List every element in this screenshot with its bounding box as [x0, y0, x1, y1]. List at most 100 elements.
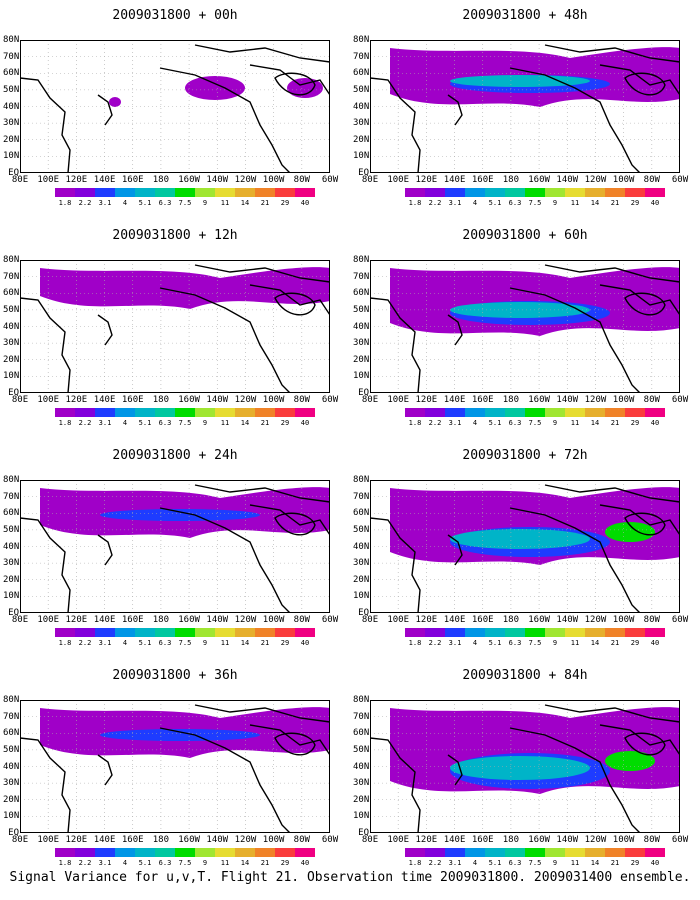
- colorbar-label: 6.3: [508, 859, 522, 867]
- colorbar-label: 6.3: [158, 419, 172, 427]
- colorbar-label: 14: [240, 639, 250, 647]
- colorbar-swatch: [215, 408, 235, 417]
- latitude-label: 10N: [3, 811, 20, 822]
- colorbar-label: 29: [630, 419, 640, 427]
- longitude-label: 100W: [612, 175, 635, 185]
- colorbar-label: 14: [590, 199, 600, 207]
- colorbar-label: 4: [472, 859, 478, 867]
- colorbar-label: 14: [240, 419, 250, 427]
- colorbar-label: 6.3: [508, 639, 522, 647]
- colorbar: [55, 848, 315, 857]
- latitude-label: 40N: [353, 541, 370, 552]
- colorbar-label: 5.1: [488, 639, 502, 647]
- latitude-label: 60N: [353, 728, 370, 739]
- colorbar-swatch: [585, 408, 605, 417]
- colorbar-label: 21: [260, 859, 270, 867]
- colorbar-swatch: [505, 848, 525, 857]
- colorbar-label: 3.1: [448, 199, 462, 207]
- colorbar-label: 40: [300, 639, 310, 647]
- longitude-label: 60W: [321, 835, 339, 845]
- colorbar-swatch: [115, 408, 135, 417]
- colorbar-swatch: [645, 848, 665, 857]
- longitude-label: 160E: [121, 615, 144, 625]
- colorbar-swatch: [465, 408, 485, 417]
- colorbar-swatch: [585, 848, 605, 857]
- colorbar-swatch: [135, 188, 155, 197]
- panel-title: 2009031800 + 48h: [462, 8, 588, 23]
- colorbar-label: 29: [280, 639, 290, 647]
- colorbar-label: 7.5: [528, 419, 542, 427]
- colorbar-label: 1.8: [408, 199, 422, 207]
- colorbar-label: 2.2: [428, 419, 442, 427]
- longitude-label: 160E: [121, 175, 144, 185]
- latitude-label: 20N: [3, 794, 20, 805]
- longitude-label: 80W: [293, 175, 310, 185]
- colorbar-label: 21: [610, 639, 620, 647]
- longitude-label: 180: [152, 175, 170, 185]
- latitude-label: EQ: [358, 828, 369, 838]
- longitude-label: 100E: [37, 835, 60, 845]
- longitude-label: 120W: [234, 835, 257, 845]
- colorbar-swatch: [565, 628, 585, 637]
- colorbar-swatch: [605, 628, 625, 637]
- latitude-label: 20N: [3, 354, 20, 365]
- colorbar: [405, 628, 665, 637]
- colorbar-label: 29: [280, 859, 290, 867]
- colorbar-swatch: [255, 848, 275, 857]
- longitude-label: 100W: [612, 395, 635, 405]
- longitude-label: 120E: [65, 835, 88, 845]
- panel-title: 2009031800 + 24h: [112, 448, 238, 463]
- colorbar-label: 11: [220, 419, 230, 427]
- longitude-label: 80E: [11, 175, 29, 185]
- latitude-label: 10N: [353, 151, 370, 162]
- longitude-label: 160W: [178, 835, 200, 845]
- panel-title: 2009031800 + 12h: [112, 228, 238, 243]
- colorbar-swatch: [645, 408, 665, 417]
- colorbar-label: 7.5: [178, 419, 192, 427]
- longitude-label: 80E: [11, 835, 29, 845]
- latitude-label: EQ: [358, 608, 369, 618]
- colorbar-label: 4: [472, 419, 478, 427]
- colorbar-swatch: [585, 628, 605, 637]
- colorbar-label: 29: [280, 419, 290, 427]
- latitude-label: 70N: [3, 711, 20, 722]
- colorbar-swatch: [645, 628, 665, 637]
- colorbar-swatch: [465, 628, 485, 637]
- longitude-label: 100E: [387, 835, 410, 845]
- colorbar-label: 40: [650, 419, 660, 427]
- latitude-label: 40N: [353, 101, 370, 112]
- colorbar-swatch: [235, 408, 255, 417]
- longitude-label: 100W: [612, 615, 635, 625]
- longitude-label: 140W: [206, 835, 229, 845]
- panel-title: 2009031800 + 72h: [462, 448, 588, 463]
- latitude-label: EQ: [8, 168, 19, 178]
- colorbar-swatch: [195, 188, 215, 197]
- colorbar-label: 2.2: [78, 859, 92, 867]
- colorbar-swatch: [445, 408, 465, 417]
- colorbar-swatch: [485, 628, 505, 637]
- longitude-label: 80E: [11, 615, 29, 625]
- latitude-label: 40N: [353, 321, 370, 332]
- colorbar-label: 40: [650, 199, 660, 207]
- latitude-label: 20N: [353, 574, 370, 585]
- longitude-label: 180: [502, 175, 520, 185]
- colorbar-swatch: [565, 848, 585, 857]
- map-panel: [20, 40, 330, 173]
- longitude-label: 80W: [643, 615, 660, 625]
- longitude-label: 120W: [234, 615, 257, 625]
- colorbar-swatch: [445, 628, 465, 637]
- panel-title: 2009031800 + 60h: [462, 228, 588, 243]
- colorbar-label: 40: [650, 639, 660, 647]
- colorbar-swatch: [55, 188, 75, 197]
- longitude-label: 140E: [443, 395, 466, 405]
- colorbar-swatch: [235, 188, 255, 197]
- colorbar-swatch: [645, 188, 665, 197]
- longitude-label: 160W: [528, 395, 550, 405]
- longitude-label: 60W: [321, 175, 339, 185]
- colorbar-label: 14: [240, 859, 250, 867]
- longitude-label: 100W: [262, 615, 285, 625]
- colorbar-swatch: [55, 408, 75, 417]
- colorbar-label: 21: [610, 199, 620, 207]
- colorbar-label: 11: [220, 199, 230, 207]
- longitude-label: 80E: [361, 175, 379, 185]
